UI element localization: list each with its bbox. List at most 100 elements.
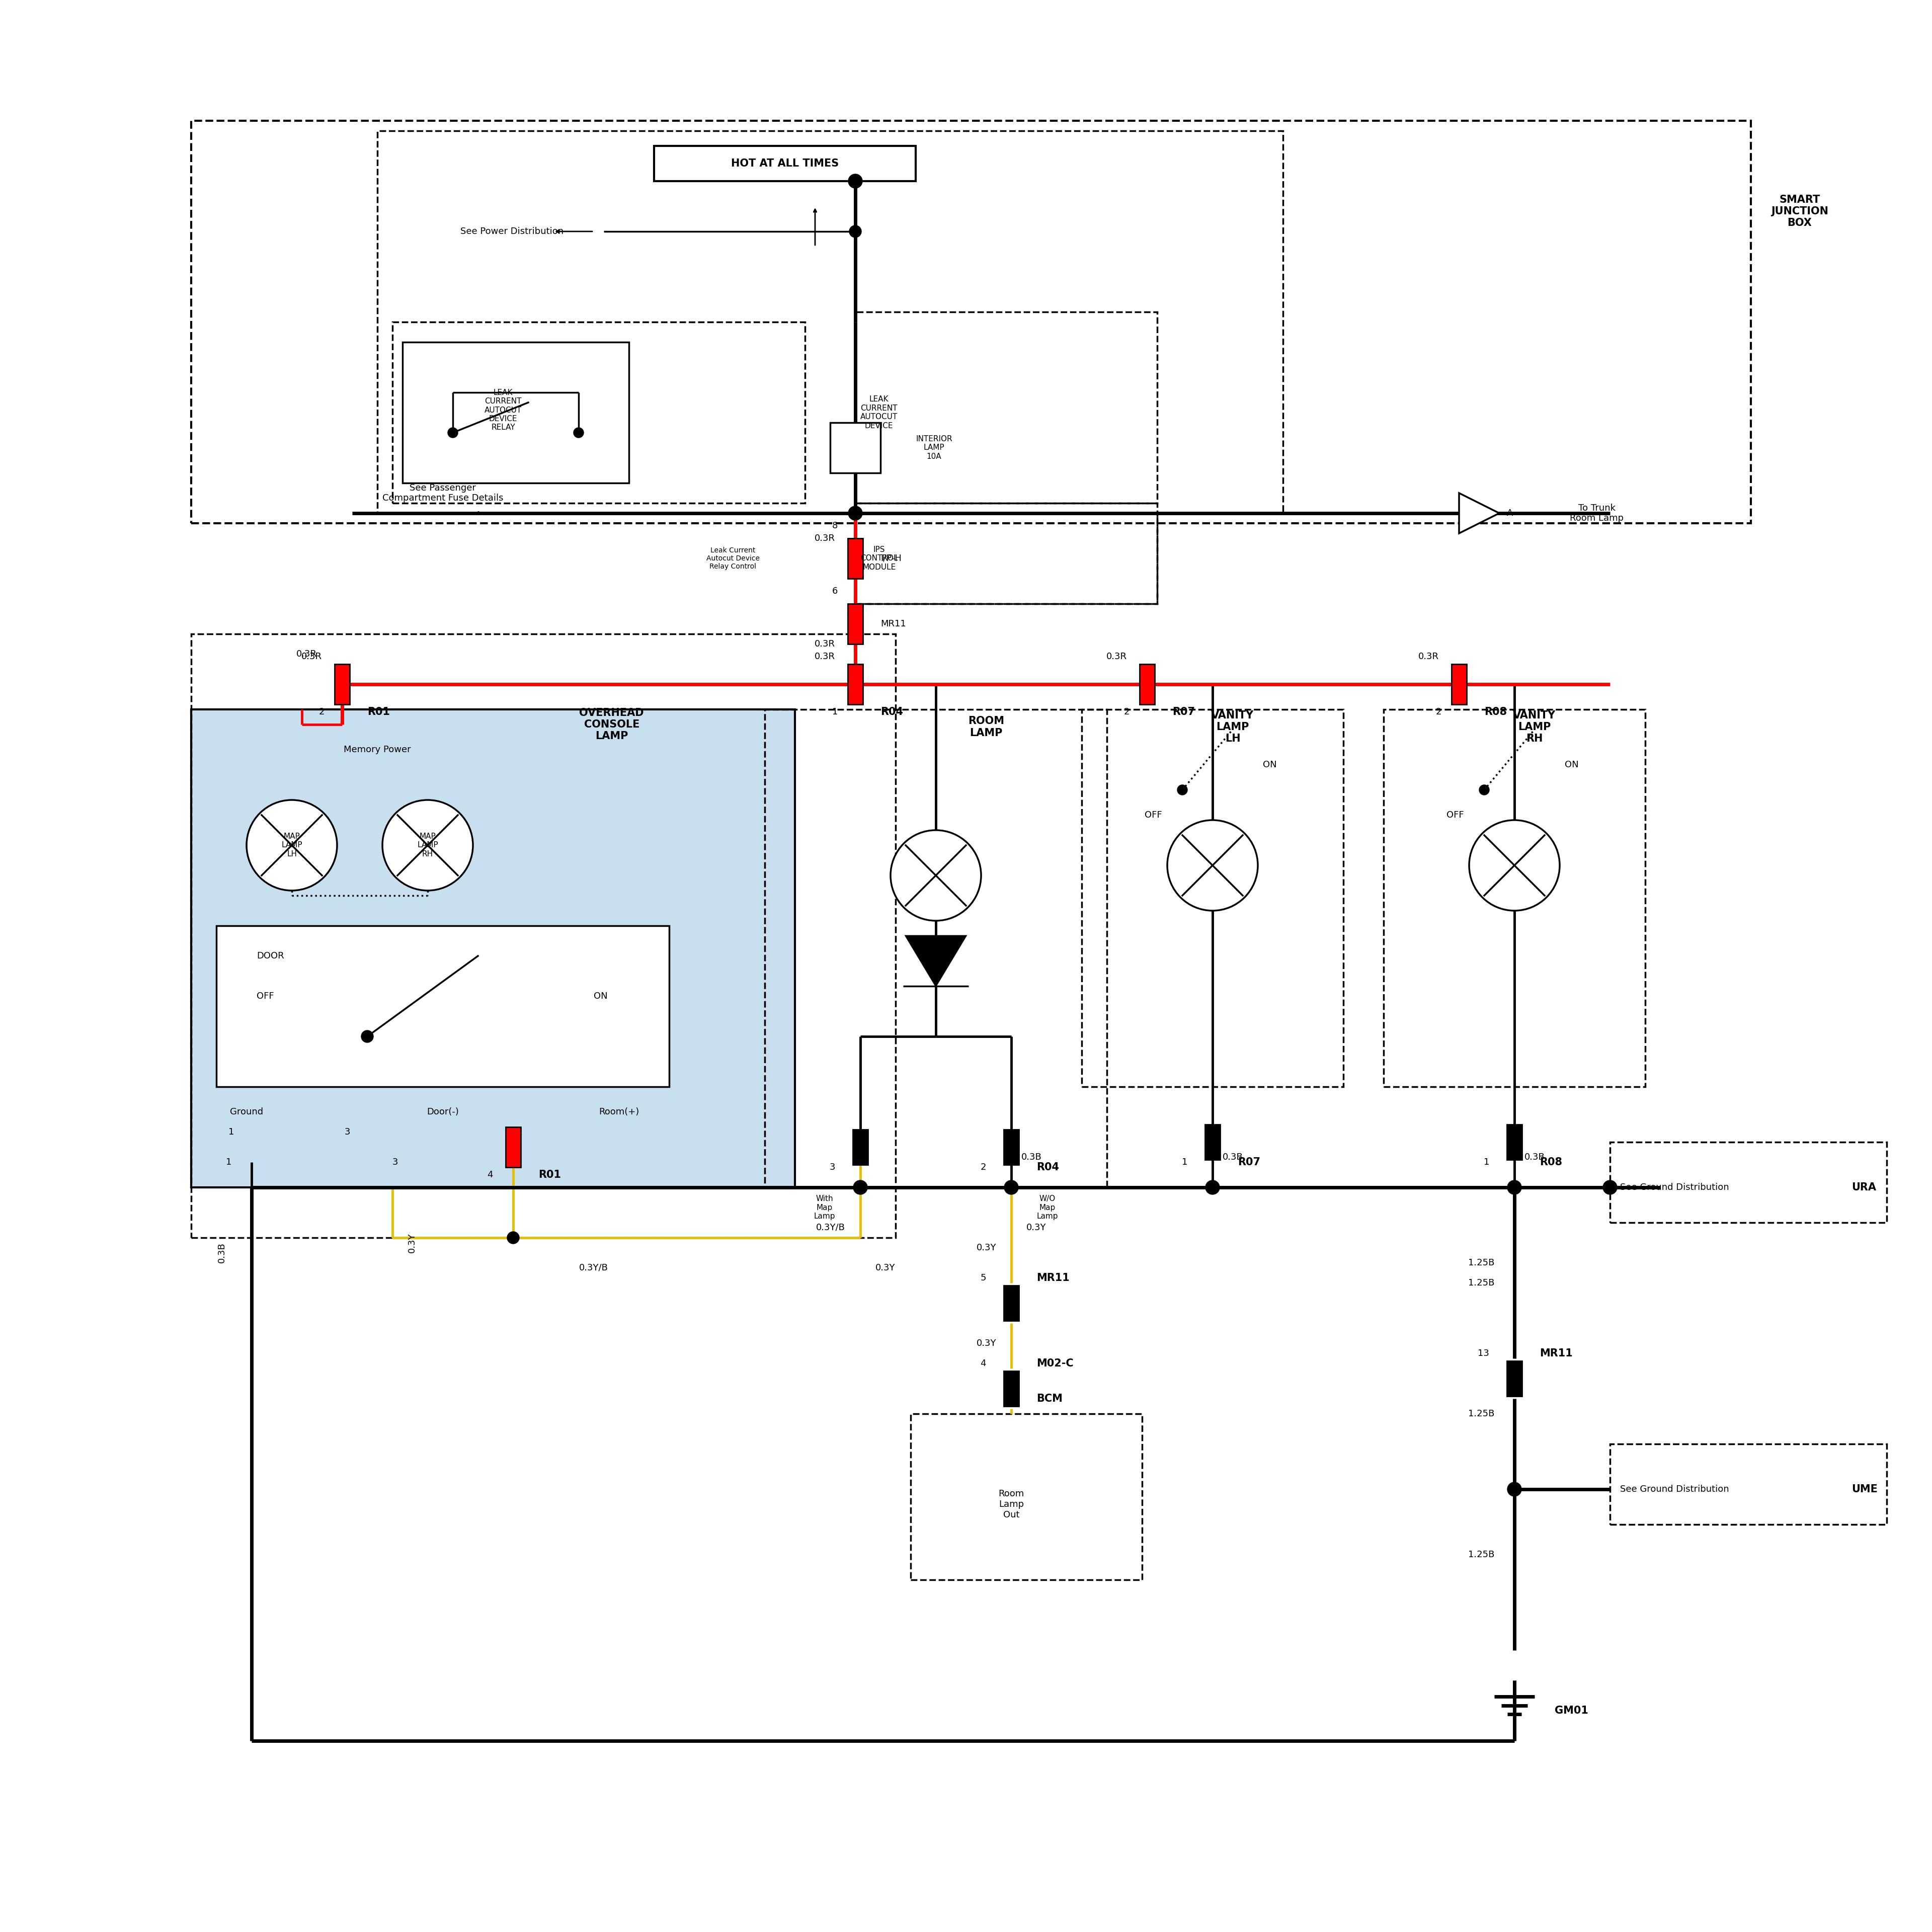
Text: Room
Lamp
Out: Room Lamp Out xyxy=(999,1490,1024,1519)
Bar xyxy=(1005,1372,1018,1406)
Text: M02-C: M02-C xyxy=(1036,1358,1074,1368)
Circle shape xyxy=(848,174,862,187)
Circle shape xyxy=(848,678,862,692)
Bar xyxy=(856,514,1157,603)
Bar xyxy=(1005,1285,1018,1321)
Text: VANITY
LAMP
RH: VANITY LAMP RH xyxy=(1513,711,1555,744)
Text: Room(+): Room(+) xyxy=(599,1107,639,1117)
Text: 1.25B: 1.25B xyxy=(1468,1279,1493,1287)
Circle shape xyxy=(848,506,862,520)
Text: 0.3B: 0.3B xyxy=(1524,1153,1546,1161)
Text: 1.25B: 1.25B xyxy=(1468,1408,1493,1418)
Circle shape xyxy=(1507,1180,1522,1194)
Text: See Ground Distribution: See Ground Distribution xyxy=(1621,1182,1729,1192)
Bar xyxy=(1082,709,1343,1086)
Text: 0.3Y: 0.3Y xyxy=(976,1242,997,1252)
Circle shape xyxy=(1177,784,1188,794)
Text: URA: URA xyxy=(1851,1182,1876,1192)
Text: 0.3Y: 0.3Y xyxy=(408,1233,417,1252)
Circle shape xyxy=(1507,1482,1522,1495)
Text: SMART
JUNCTION
BOX: SMART JUNCTION BOX xyxy=(1772,195,1828,228)
Text: LEAK
CURRENT
AUTOCUT
DEVICE
RELAY: LEAK CURRENT AUTOCUT DEVICE RELAY xyxy=(485,388,522,431)
Circle shape xyxy=(1206,1180,1219,1194)
Bar xyxy=(1140,665,1155,705)
Polygon shape xyxy=(1459,493,1499,533)
Text: 3: 3 xyxy=(829,1163,835,1173)
Text: R07: R07 xyxy=(1173,707,1194,717)
Text: See Power Distribution: See Power Distribution xyxy=(460,226,564,236)
Circle shape xyxy=(1005,1180,1018,1194)
Text: OFF: OFF xyxy=(257,991,274,1001)
Text: 1: 1 xyxy=(833,707,838,717)
Text: R08: R08 xyxy=(1484,707,1507,717)
Bar xyxy=(831,423,881,473)
Text: I/P-H: I/P-H xyxy=(881,554,902,562)
Circle shape xyxy=(1140,678,1153,692)
Text: 8: 8 xyxy=(833,522,838,529)
Circle shape xyxy=(506,1233,520,1244)
Bar xyxy=(334,665,350,705)
Text: A: A xyxy=(1507,508,1513,518)
Circle shape xyxy=(1167,819,1258,910)
Bar xyxy=(506,1126,522,1167)
Text: HOT AT ALL TIMES: HOT AT ALL TIMES xyxy=(730,158,838,168)
Circle shape xyxy=(383,800,473,891)
Text: 0.3R: 0.3R xyxy=(815,639,835,649)
Text: 2: 2 xyxy=(1435,707,1441,717)
Bar xyxy=(191,709,794,1188)
Text: 3: 3 xyxy=(344,1128,350,1136)
Text: MR11: MR11 xyxy=(881,620,906,628)
Text: W/O
Map
Lamp: W/O Map Lamp xyxy=(1036,1196,1059,1219)
Text: GM01: GM01 xyxy=(1555,1706,1588,1716)
Text: ON: ON xyxy=(593,991,607,1001)
Text: ROOM
LAMP: ROOM LAMP xyxy=(968,717,1005,738)
Bar xyxy=(910,1414,1142,1580)
Polygon shape xyxy=(906,935,966,985)
Text: UME: UME xyxy=(1851,1484,1878,1493)
Text: DOOR: DOOR xyxy=(257,951,284,960)
Circle shape xyxy=(361,1030,373,1043)
Text: 4: 4 xyxy=(487,1171,493,1179)
Text: To Trunk
Room Lamp: To Trunk Room Lamp xyxy=(1569,504,1623,524)
Bar xyxy=(1507,1124,1522,1159)
Text: 0.3R: 0.3R xyxy=(815,533,835,543)
Text: BCM: BCM xyxy=(1036,1393,1063,1405)
Text: 0.3B: 0.3B xyxy=(216,1242,226,1264)
Text: OFF: OFF xyxy=(1146,811,1163,819)
Text: 4: 4 xyxy=(980,1358,985,1368)
Bar xyxy=(848,665,864,705)
Text: 5: 5 xyxy=(980,1273,985,1283)
Text: 0.3R: 0.3R xyxy=(815,653,835,661)
Text: 2: 2 xyxy=(980,1163,985,1173)
Text: See Ground Distribution: See Ground Distribution xyxy=(1621,1484,1729,1493)
Text: 0.3Y: 0.3Y xyxy=(976,1339,997,1349)
Text: ON: ON xyxy=(1565,759,1578,769)
Circle shape xyxy=(1453,678,1466,692)
Bar xyxy=(216,925,668,1086)
Text: R04: R04 xyxy=(881,707,902,717)
Text: With
Map
Lamp: With Map Lamp xyxy=(813,1196,835,1219)
Text: 0.3R: 0.3R xyxy=(296,649,317,659)
Bar xyxy=(1609,1142,1888,1223)
Text: IPS
CONTROL
MODULE: IPS CONTROL MODULE xyxy=(860,547,898,572)
Bar xyxy=(1609,1443,1888,1524)
Text: VANITY
LAMP
LH: VANITY LAMP LH xyxy=(1211,711,1254,744)
Text: 1.25B: 1.25B xyxy=(1468,1258,1493,1267)
Circle shape xyxy=(1480,784,1490,794)
Text: 0.3R: 0.3R xyxy=(1107,653,1126,661)
Text: Ground: Ground xyxy=(230,1107,263,1117)
Bar xyxy=(1206,1124,1221,1159)
Text: 0.3B: 0.3B xyxy=(1223,1153,1242,1161)
Circle shape xyxy=(1468,819,1559,910)
Text: 6: 6 xyxy=(833,587,838,595)
Text: R04: R04 xyxy=(1036,1163,1059,1173)
Bar xyxy=(191,634,896,1238)
Circle shape xyxy=(448,427,458,439)
Text: 0.3Y: 0.3Y xyxy=(875,1264,895,1273)
Text: 0.3B: 0.3B xyxy=(1022,1153,1041,1161)
Text: 13: 13 xyxy=(1478,1349,1490,1358)
Text: Door(-): Door(-) xyxy=(427,1107,458,1117)
Text: 0.3R: 0.3R xyxy=(1418,653,1439,661)
Text: 1: 1 xyxy=(226,1157,232,1167)
Bar xyxy=(856,502,1157,603)
